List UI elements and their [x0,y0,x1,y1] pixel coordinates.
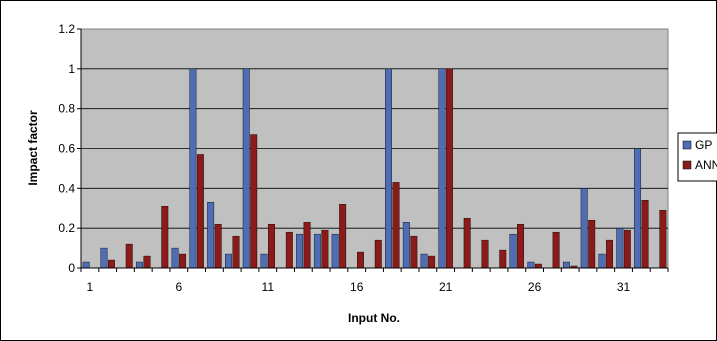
bar-gp-31 [616,227,624,269]
x-tick-labels: 1 6 11 16 21 26 31 [87,280,631,294]
bar-gp-2 [100,247,108,269]
bar-gp-32 [634,148,642,269]
bar-gp-29 [580,188,588,269]
bar-ann-29 [588,219,596,269]
bar-gp-6 [171,247,179,269]
gridlines [81,68,668,229]
axes [77,28,669,272]
bar-gp-4 [136,261,143,269]
bar-ann-9 [232,235,240,269]
bar-ann-19 [410,235,418,269]
bar-gp-25 [509,233,517,269]
legend-label-gp: GP [695,138,712,152]
bar-ann-22 [463,218,471,269]
bar-ann-30 [606,239,613,269]
bar-ann-18 [392,182,400,269]
y-tick-label: 0.6 [58,142,75,156]
y-tick-label: 0.4 [58,181,75,195]
bar-ann-10 [250,134,258,269]
bar-gp-9 [224,253,232,269]
legend-swatch-gp [682,140,692,150]
bar-ann-23 [481,239,489,269]
bar-ann-14 [321,229,329,269]
bar-ann-5 [161,206,169,269]
bar-gp-10 [242,68,250,269]
bar-ann-15 [339,204,347,269]
bar-gp-21 [438,68,446,269]
y-axis-title: Impact factor [26,110,40,186]
bar-ann-24 [499,249,507,269]
bar-ann-27 [552,231,560,269]
bar-ann-7 [196,154,204,269]
bar-gp-28 [562,261,570,269]
bar-gp-18 [385,68,392,269]
bar-gp-13 [296,233,304,269]
legend-swatch-ann [682,160,692,170]
bar-ann-20 [428,255,436,269]
bar-ann-21 [445,68,453,269]
bar-gp-20 [420,253,428,269]
legend-label-ann: ANN [695,158,717,172]
y-tick-label: 1 [68,62,75,76]
x-tick-label: 26 [528,280,542,294]
bar-ann-32 [641,200,649,269]
bar-ann-17 [374,239,382,269]
x-tick-label: 1 [87,280,94,294]
x-axis-title: Input No. [348,311,400,325]
x-tick-label: 11 [262,280,275,294]
legend: GP ANN [677,132,717,182]
bar-ann-13 [303,221,311,269]
bar-gp-14 [313,233,321,269]
bar-gp-8 [207,202,215,269]
y-tick-labels: 0 0.2 0.4 0.6 0.8 1 1.2 [58,22,75,275]
y-tick-label: 0.2 [58,221,75,235]
bar-gp-7 [189,68,197,269]
bar-gp-1 [82,261,90,269]
x-tick-label: 31 [617,280,631,294]
bars [82,68,667,269]
bar-ann-26 [534,263,542,269]
bar-gp-26 [527,261,535,269]
bar-gp-19 [402,221,410,269]
bar-ann-31 [623,229,631,269]
bar-gp-11 [260,253,268,269]
x-tick-label: 21 [439,280,453,294]
bar-gp-30 [598,253,606,269]
y-tick-label: 1.2 [58,22,75,36]
bar-ann-2 [107,259,115,269]
y-tick-label: 0.8 [58,102,75,116]
bar-ann-16 [357,251,364,269]
y-tick-label: 0 [68,261,75,275]
bar-ann-3 [125,243,133,269]
x-tick-label: 16 [350,280,364,294]
bar-ann-33 [659,210,667,269]
bar-gp-15 [331,233,339,269]
x-tick-label: 6 [175,280,182,294]
bar-ann-8 [214,223,222,269]
bar-ann-11 [268,223,275,269]
bar-ann-25 [517,223,525,269]
bar-ann-6 [179,253,187,269]
bar-ann-4 [143,255,151,269]
bar-ann-12 [285,231,293,269]
